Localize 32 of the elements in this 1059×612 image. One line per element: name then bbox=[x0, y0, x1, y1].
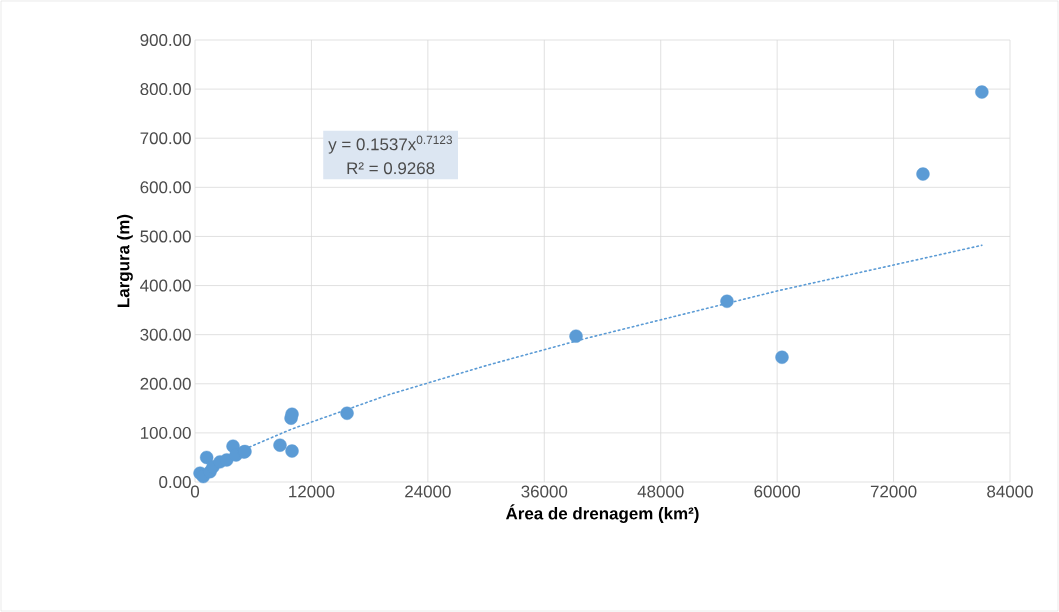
y-tick-label: 100.00 bbox=[140, 426, 191, 439]
y-tick-label: 800.00 bbox=[140, 83, 191, 96]
y-axis-title: Largura (m) bbox=[116, 214, 133, 307]
point bbox=[285, 444, 299, 458]
y-tick-label: 500.00 bbox=[140, 230, 191, 243]
x-tick-label: 0 bbox=[190, 485, 200, 498]
annotation: y = 0.1537x$^{0.7123}$ bbox=[328, 135, 452, 154]
x-tick-label: 12000 bbox=[289, 485, 335, 498]
y-tick-label: 700.00 bbox=[140, 132, 191, 145]
y-tick-label: 400.00 bbox=[140, 279, 191, 292]
point bbox=[775, 350, 789, 364]
x-tick-label: 36000 bbox=[521, 485, 568, 498]
y-tick-label: 900.00 bbox=[140, 34, 191, 46]
point bbox=[199, 450, 214, 465]
point bbox=[340, 406, 354, 420]
point bbox=[720, 294, 734, 308]
point bbox=[285, 407, 299, 421]
x-tick-label: 48000 bbox=[637, 485, 684, 498]
x-axis-title: Área de drenagem (km²) bbox=[505, 504, 699, 523]
point bbox=[916, 167, 930, 181]
annotation: R² = 0.9268 bbox=[347, 162, 435, 175]
y-tick-label: 0.00 bbox=[159, 476, 191, 488]
x-tick-label: 72000 bbox=[870, 485, 917, 498]
point bbox=[273, 438, 287, 452]
y-tick-label: 300.00 bbox=[140, 328, 191, 341]
x-tick-label: 24000 bbox=[405, 485, 451, 498]
x-tick-label: 60000 bbox=[754, 485, 801, 498]
point bbox=[975, 85, 989, 99]
point bbox=[569, 329, 583, 343]
y-tick-label: 600.00 bbox=[140, 181, 191, 194]
y-tick-label: 200.00 bbox=[140, 377, 191, 390]
x-tick-label: 84000 bbox=[987, 485, 1033, 498]
